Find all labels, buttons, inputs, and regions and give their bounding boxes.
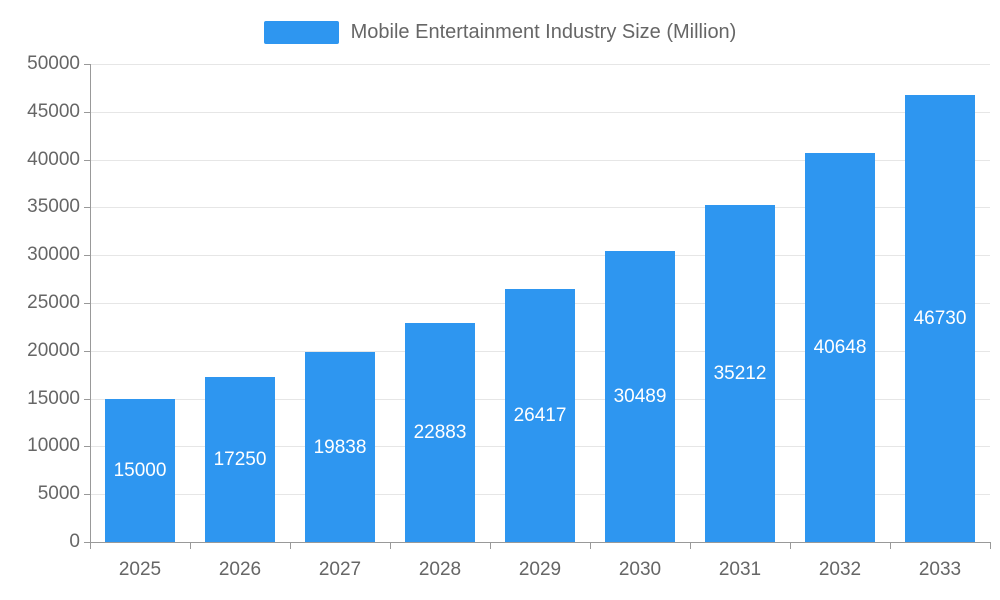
y-tick-label: 10000: [27, 435, 80, 457]
bar-2028[interactable]: 22883: [405, 323, 475, 542]
x-tick-label: 2028: [418, 559, 462, 580]
bar-2027[interactable]: 19838: [305, 352, 375, 542]
x-tick-mark: [390, 543, 391, 549]
x-tick-label: 2025: [118, 559, 162, 580]
x-tick-label: 2032: [818, 559, 862, 580]
x-tick-label: 2030: [618, 559, 662, 580]
y-axis-line: [90, 64, 91, 543]
x-tick-mark: [990, 543, 991, 549]
y-tick-mark: [84, 542, 90, 543]
x-tick-mark: [690, 543, 691, 549]
x-tick-mark: [890, 543, 891, 549]
y-tick-label: 5000: [37, 483, 80, 505]
x-tick-label: 2031: [718, 559, 762, 580]
bar-value-label: 19838: [313, 436, 367, 458]
plot-area: 15000 17250 19838 22883 26417 30489 35212 40648…: [90, 64, 990, 542]
bar-2025[interactable]: 15000: [105, 398, 175, 542]
legend-swatch-icon: [263, 20, 339, 44]
gridline: [90, 64, 990, 65]
y-tick-label: 25000: [27, 292, 80, 313]
y-tick-label: 0: [69, 531, 80, 552]
y-tick-mark: [84, 303, 90, 304]
y-tick-label: 50000: [27, 53, 80, 74]
bar-value-label: 15000: [113, 459, 167, 481]
gridline: [90, 207, 990, 209]
x-tick-label: 2027: [318, 559, 362, 580]
y-tick-mark: [84, 207, 90, 209]
x-tick-mark: [90, 543, 91, 549]
bar-series: 15000 17250 19838 22883 26417 30489 35212 40648…: [90, 64, 990, 542]
bar-2029[interactable]: 26417: [505, 289, 575, 542]
x-tick-mark: [290, 543, 291, 549]
bar-value-label: 46730: [913, 308, 967, 330]
bar-value-label: 30489: [613, 385, 667, 407]
bar-2032[interactable]: 40648: [805, 153, 875, 542]
y-tick-mark: [84, 494, 90, 496]
x-tick-mark: [790, 543, 791, 549]
gridline: [90, 111, 990, 113]
bar-value-label: 35212: [713, 363, 767, 385]
x-tick-mark: [490, 543, 491, 549]
bar-value-label: 17250: [213, 449, 267, 471]
x-tick-mark: [190, 543, 191, 549]
y-tick-label: 35000: [27, 196, 80, 218]
y-tick-mark: [84, 255, 90, 257]
y-tick-mark: [84, 398, 90, 400]
y-tick-label: 45000: [27, 100, 80, 122]
y-tick-label: 20000: [27, 339, 80, 361]
x-tick-mark: [590, 543, 591, 549]
bar-value-label: 22883: [413, 422, 467, 444]
y-tick-label: 15000: [27, 387, 80, 409]
y-tick-mark: [84, 159, 90, 161]
y-tick-mark: [84, 64, 90, 65]
bar-value-label: 26417: [513, 405, 567, 427]
y-tick-mark: [84, 446, 90, 448]
y-tick-label: 40000: [27, 148, 80, 170]
chart-title: Mobile Entertainment Industry Size (Mill…: [350, 20, 737, 43]
y-tick-label: 30000: [27, 244, 80, 266]
y-tick-mark: [84, 111, 90, 113]
x-tick-label: 2029: [518, 559, 562, 580]
x-axis-line: [90, 542, 991, 543]
bar-2026[interactable]: 17250: [205, 377, 275, 542]
x-tick-label: 2026: [218, 559, 262, 580]
chart-legend[interactable]: Mobile Entertainment Industry Size (Mill…: [0, 19, 1000, 45]
x-tick-label: 2033: [918, 559, 962, 580]
bar-2033[interactable]: 46730: [905, 95, 975, 542]
gridline: [90, 159, 990, 161]
bar-2030[interactable]: 30489: [605, 250, 675, 542]
gridline: [90, 255, 990, 257]
y-tick-mark: [84, 350, 90, 352]
bar-value-label: 40648: [813, 337, 867, 359]
bar-2031[interactable]: 35212: [705, 205, 775, 542]
